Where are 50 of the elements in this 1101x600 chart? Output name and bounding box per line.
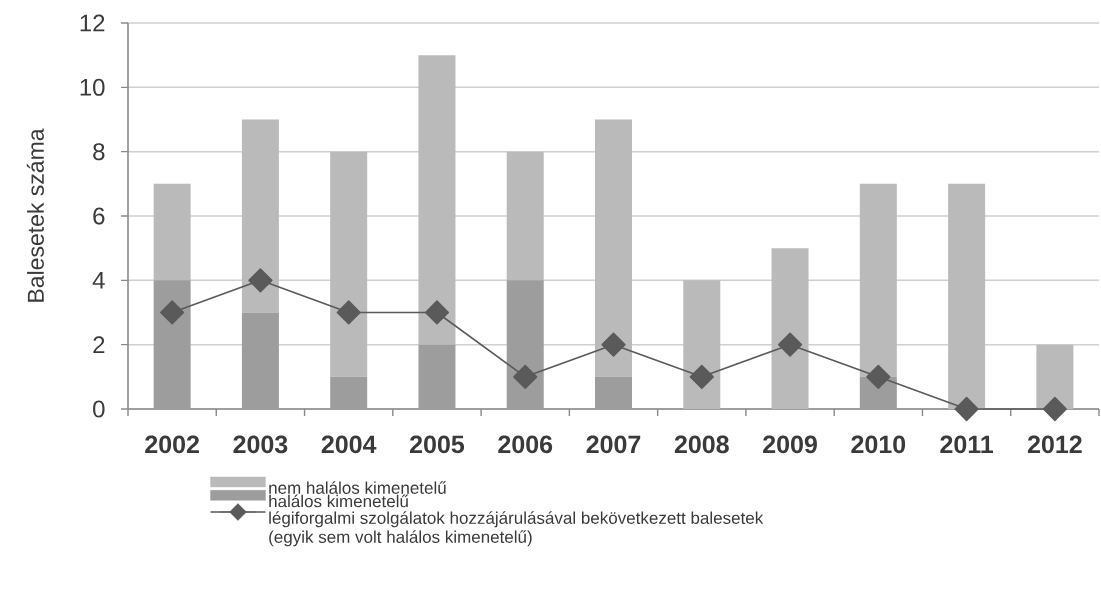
x-tick-label: 2003 [233,435,288,454]
bar [418,55,456,345]
bar [506,280,544,409]
point [513,364,538,389]
point [248,268,273,293]
point [689,364,714,389]
x-tick-label: 2011 [940,435,994,454]
bar [241,312,279,409]
x-tick-label: 2010 [851,435,906,454]
bar [771,248,809,409]
bar [595,376,633,409]
y-tick-label: 0 [93,400,105,418]
point [336,300,361,325]
bar [595,119,633,377]
point [424,300,450,325]
bar [859,183,897,377]
bar [241,119,279,313]
point [866,364,891,389]
x-tick-label: 2007 [586,435,641,454]
legend-label: légiforgalmi szolgálatok hozzájárulásával bekövetkezett balesetek (egyik sem volt halálos kimenetelű) [269,511,764,547]
bar [330,376,368,409]
y-tick-label: 8 [93,143,105,161]
legend-label: nem halálos kimenetelű [269,481,447,494]
bar [330,151,368,377]
x-tick-label: 2004 [321,435,377,454]
x-tick-label: 2012 [1027,435,1082,454]
x-tick-label: 2002 [145,435,199,454]
bar [153,280,191,409]
y-tick-label: 12 [80,14,105,32]
x-tick-label: 2005 [410,435,465,454]
y-tick-label: 4 [92,272,105,289]
x-tick-label: 2009 [763,435,817,454]
point [1042,396,1067,422]
bar [1036,344,1074,409]
bar [506,151,544,281]
point [160,300,185,325]
point [777,332,803,357]
x-tick-label: 2008 [674,435,729,454]
x-tick-label: 2006 [498,435,553,454]
point [601,332,626,357]
y-tick-label: 10 [80,78,105,96]
bar [948,183,986,409]
point [954,396,979,422]
legend-label: halálos kimenetelű [269,494,409,508]
bar [153,183,191,281]
y-axis-title: Balesetek száma [26,128,44,302]
y-tick-label: 2 [93,336,105,354]
bar [418,344,456,409]
bar [683,280,721,409]
y-tick-label: 6 [93,207,105,225]
